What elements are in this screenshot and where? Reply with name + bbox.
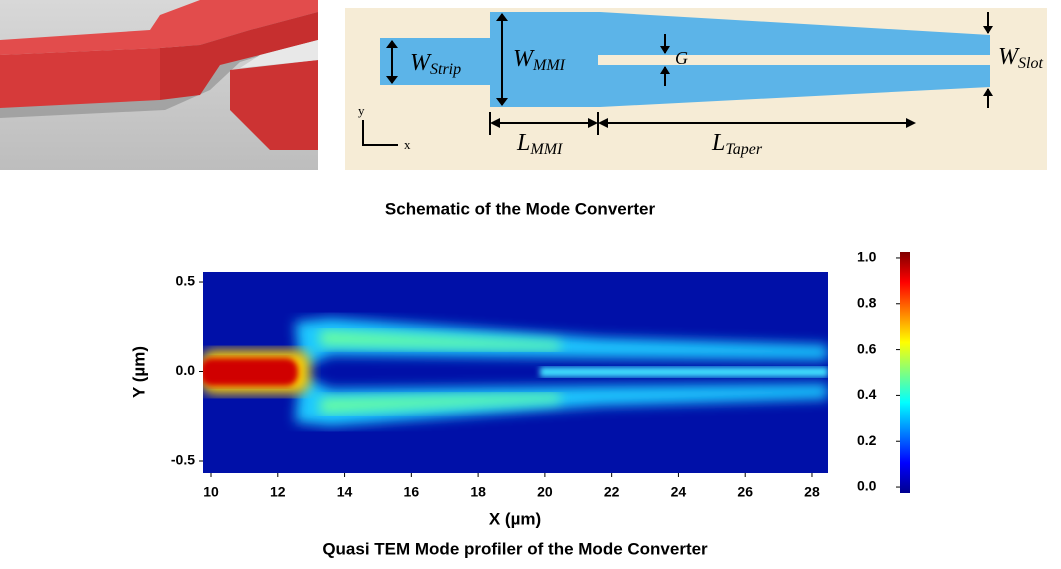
symbol: W: [998, 44, 1020, 70]
x-tick-label: 12: [270, 484, 286, 500]
schematic: WStrip WMMI G WSlot LMMI LTaper y x: [345, 8, 1047, 170]
x-tick-label: 14: [337, 484, 353, 500]
colorbar-tick-label: 0.0: [857, 478, 877, 494]
x-tick-label: 24: [671, 484, 687, 500]
y-tick-label: -0.5: [171, 452, 195, 468]
symbol: L: [516, 130, 530, 156]
subscript: Slot: [1018, 55, 1043, 72]
colorbar-tick-label: 0.6: [857, 340, 877, 356]
device-render: [0, 0, 318, 170]
schematic-caption: Schematic of the Mode Converter: [385, 199, 656, 218]
subscript: Strip: [430, 61, 461, 78]
l-mmi-label: LMMI: [516, 130, 563, 158]
y-axis-label: Y (µm): [129, 346, 148, 398]
x-axis-label: X (µm): [489, 509, 541, 528]
x-tick-label: 28: [804, 484, 820, 500]
y-tick-label: 0.5: [176, 273, 196, 289]
subscript: MMI: [529, 141, 563, 158]
subscript: MMI: [532, 57, 566, 74]
symbol: W: [513, 46, 535, 72]
colorbar-tick-label: 0.4: [857, 386, 877, 402]
x-tick-label: 20: [537, 484, 553, 500]
colorbar-tick-label: 1.0: [857, 249, 877, 265]
colorbar-tick-label: 0.8: [857, 294, 877, 310]
field-image: [203, 272, 828, 473]
gap-label: G: [675, 48, 688, 68]
subscript: Taper: [725, 141, 763, 158]
plot-caption: Quasi TEM Mode profiler of the Mode Conv…: [322, 539, 708, 558]
x-tick-label: 22: [604, 484, 620, 500]
x-tick-label: 10: [203, 484, 219, 500]
colorbar-tick-label: 0.2: [857, 432, 877, 448]
axis-x-label: x: [404, 137, 411, 152]
symbol: L: [711, 130, 725, 156]
w-mmi-label: WMMI: [513, 46, 566, 74]
x-tick-label: 16: [404, 484, 420, 500]
w-slot-label: WSlot: [998, 44, 1043, 72]
axis-y-label: y: [358, 103, 365, 118]
plot-axes: 10 12 14 16 18 20 22 24 26 28 0.5 0.0 -0.5 1.0 0.8 0.6 0…: [171, 249, 900, 500]
y-tick-label: 0.0: [176, 362, 196, 378]
x-tick-label: 26: [737, 484, 753, 500]
symbol: W: [410, 50, 432, 76]
symbol: G: [675, 48, 688, 68]
l-taper-label: LTaper: [711, 130, 763, 158]
colorbar: [900, 252, 910, 493]
w-strip-label: WStrip: [410, 50, 461, 78]
x-tick-label: 18: [470, 484, 486, 500]
